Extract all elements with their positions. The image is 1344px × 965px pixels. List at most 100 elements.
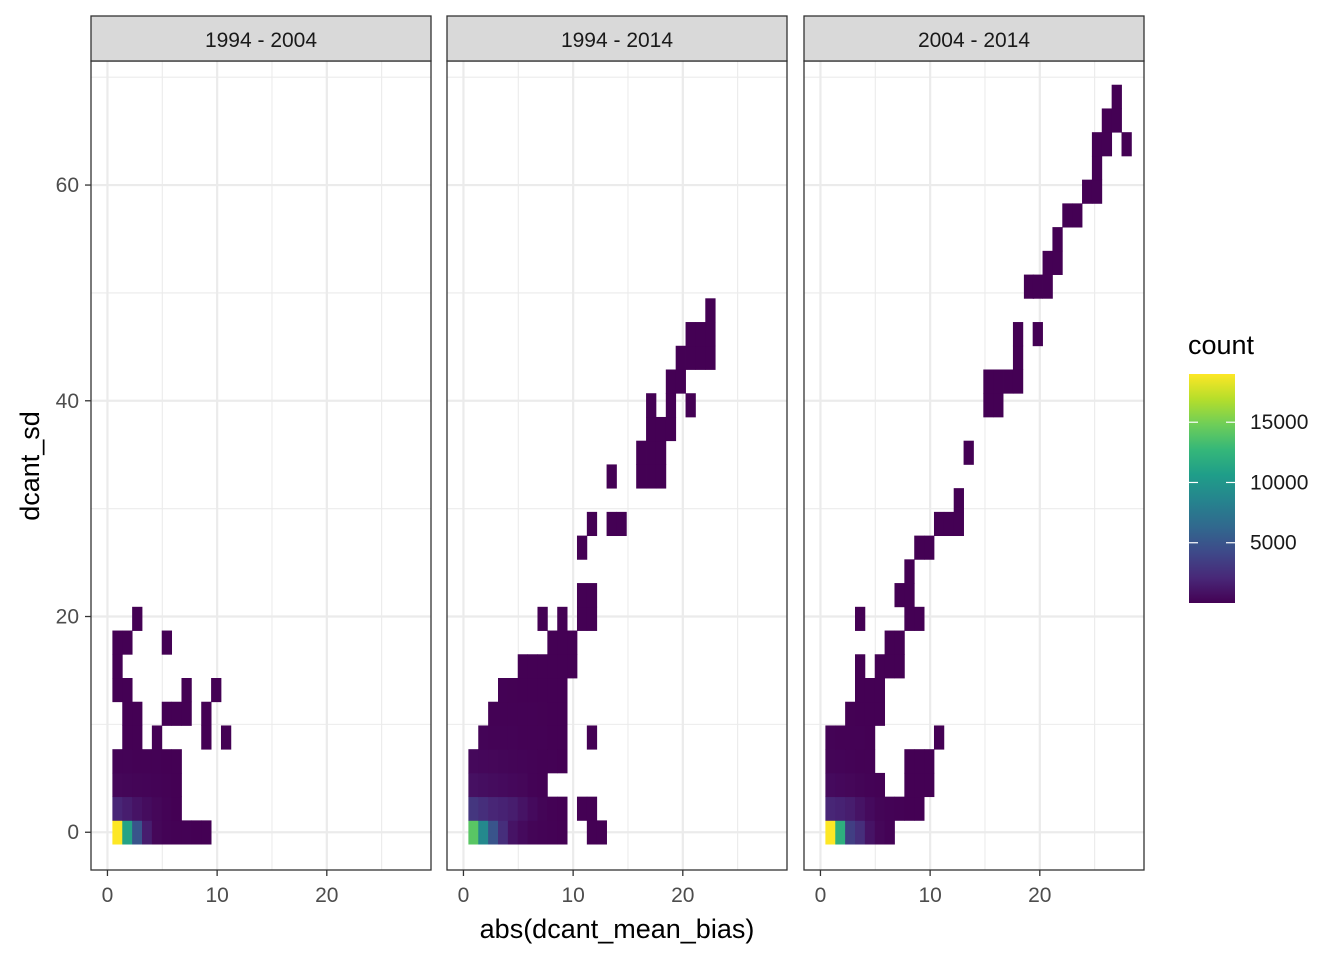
heatmap-cell — [537, 701, 548, 726]
heatmap-cell — [933, 511, 945, 537]
heatmap-cell — [557, 654, 568, 679]
heatmap-cell — [517, 725, 529, 750]
heatmap-cell — [894, 630, 905, 655]
heatmap-cell — [181, 678, 192, 703]
heatmap-cell — [884, 630, 895, 655]
heatmap-cell — [855, 678, 866, 703]
heatmap-cell — [507, 749, 519, 774]
heatmap-cell — [705, 345, 716, 370]
heatmap-cell — [527, 796, 538, 821]
heatmap-cell — [1023, 274, 1035, 299]
heatmap-cell — [567, 630, 578, 655]
heatmap-cell — [191, 820, 202, 845]
x-tick-label: 10 — [561, 884, 584, 907]
heatmap-cell — [547, 725, 558, 750]
heatmap-cell — [132, 725, 143, 750]
heatmap-cell — [498, 749, 509, 774]
heatmap-cell — [576, 535, 588, 560]
heatmap-cell — [825, 725, 836, 750]
heatmap-cell — [855, 654, 866, 679]
heatmap-cell — [151, 796, 163, 821]
heatmap-cell — [468, 772, 479, 798]
heatmap-cell — [914, 535, 925, 560]
heatmap-cell — [517, 678, 529, 703]
heatmap-cell — [488, 749, 499, 774]
facet-strip — [803, 15, 1145, 62]
heatmap-cell — [845, 701, 856, 726]
heatmap-cell — [943, 511, 955, 537]
heatmap-cell — [537, 654, 548, 679]
heatmap-cell — [953, 511, 964, 537]
heatmap-cell — [151, 725, 163, 750]
heatmap-cell — [142, 749, 153, 774]
y-tick-label: 40 — [56, 390, 79, 413]
heatmap-cell — [953, 488, 964, 513]
heatmap-cell — [132, 772, 143, 798]
heatmap-cell — [855, 772, 866, 798]
heatmap-cell — [171, 820, 182, 845]
heatmap-cell — [498, 796, 509, 821]
x-tick-label: 20 — [671, 884, 694, 907]
color-legend: count 5000 10000 15000 — [1188, 330, 1308, 603]
heatmap-cell — [825, 820, 836, 845]
heatmap-cell — [675, 369, 686, 394]
heatmap-cell — [478, 749, 489, 774]
heatmap-cell — [695, 345, 706, 370]
heatmap-cell — [835, 749, 846, 774]
heatmap-cell — [527, 678, 538, 703]
heatmap-cell — [151, 749, 163, 774]
heatmap-cell — [161, 701, 173, 726]
heatmap-cell — [825, 772, 836, 798]
heatmap-cell — [904, 583, 915, 608]
heatmap-cell — [864, 796, 876, 821]
heatmap-cell — [527, 725, 538, 750]
heatmap-cell — [636, 464, 647, 489]
legend-tick-label: 5000 — [1250, 532, 1297, 555]
heatmap-cell — [1042, 274, 1053, 299]
y-tick-label: 0 — [67, 821, 79, 844]
heatmap-cell — [122, 725, 133, 750]
x-axis-title: abs(dcant_mean_bias) — [480, 914, 755, 944]
heatmap-cell — [547, 820, 558, 845]
heatmap-cell — [557, 796, 568, 821]
heatmap-cell — [478, 725, 489, 750]
heatmap-cell — [914, 796, 925, 821]
heatmap-cell — [924, 772, 935, 798]
heatmap-cell — [855, 796, 866, 821]
heatmap-cell — [904, 796, 915, 821]
heatmap-cell — [517, 654, 529, 679]
heatmap-cell — [142, 772, 153, 798]
heatmap-cell — [586, 511, 598, 537]
heatmap-cell — [567, 654, 578, 679]
heatmap-cell — [914, 749, 925, 774]
heatmap-cell — [586, 606, 598, 631]
heatmap-cell — [1091, 155, 1103, 181]
heatmap-cell — [924, 535, 935, 560]
heatmap-cell — [845, 749, 856, 774]
heatmap-cell — [904, 772, 915, 798]
heatmap-cell — [1082, 179, 1093, 204]
heatmap-cell — [132, 749, 143, 774]
heatmap-cell — [1052, 227, 1063, 252]
heatmap-cell — [122, 820, 133, 845]
panel-background — [91, 61, 431, 870]
heatmap-cell — [646, 393, 657, 418]
x-tick-label: 0 — [815, 884, 827, 907]
heatmap-cell — [132, 796, 143, 821]
legend-tick-label: 10000 — [1250, 471, 1308, 494]
heatmap-cell — [557, 725, 568, 750]
heatmap-cell — [874, 654, 886, 679]
heatmap-cell — [993, 369, 1004, 394]
heatmap-cell — [498, 772, 509, 798]
heatmap-cell — [112, 796, 123, 821]
heatmap-cell — [874, 820, 886, 845]
heatmap-cell — [655, 464, 667, 489]
heatmap-cell — [586, 725, 598, 750]
heatmap-cell — [537, 678, 548, 703]
heatmap-cell — [488, 796, 499, 821]
heatmap-cell — [874, 678, 886, 703]
heatmap-cell — [171, 772, 182, 798]
heatmap-cell — [864, 725, 876, 750]
